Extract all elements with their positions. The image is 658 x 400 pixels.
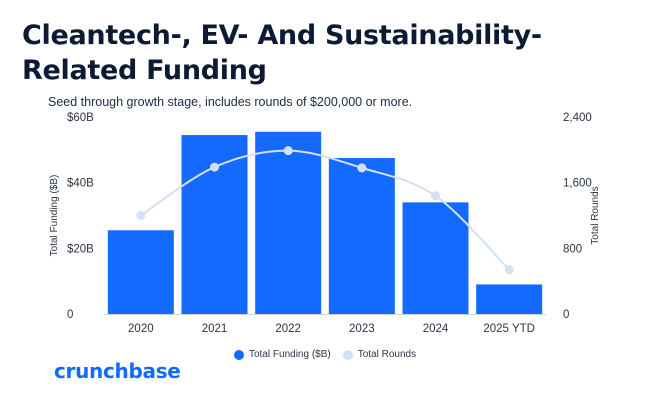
- legend-funding-label: Total Funding ($B): [249, 349, 331, 360]
- bar-2020: [107, 230, 174, 314]
- chart-subtitle: Seed through growth stage, includes roun…: [48, 95, 413, 109]
- y-tick-label: 0: [67, 309, 73, 321]
- y-tick-label: $40B: [67, 178, 94, 190]
- legend-rounds-label: Total Rounds: [357, 349, 417, 360]
- y2-tick-label: 0: [563, 309, 569, 321]
- bar-2022: [255, 131, 322, 314]
- x-tick-label: 2022: [275, 323, 301, 335]
- legend: Total Funding ($B) Total Rounds: [234, 349, 428, 360]
- y2-axis-label: Total Rounds: [590, 186, 601, 244]
- rounds-point-2021: [210, 162, 219, 172]
- x-tick-label: 2025 YTD: [483, 323, 535, 335]
- legend-item-funding[interactable]: Total Funding ($B): [234, 349, 331, 360]
- rounds-line: [140, 149, 510, 271]
- crunchbase-logo[interactable]: crunchbase: [54, 359, 181, 383]
- x-tick-label: 2023: [349, 323, 375, 335]
- y2-tick-label: 1,600: [563, 178, 592, 190]
- x-tick-label: 2024: [423, 323, 449, 335]
- legend-item-rounds[interactable]: Total Rounds: [342, 349, 417, 360]
- bar-2023: [328, 158, 395, 314]
- rounds-point-2022: [283, 146, 293, 156]
- y-tick-label: $60B: [67, 112, 94, 124]
- bar-2024: [402, 202, 469, 314]
- bar-2021: [181, 135, 248, 314]
- y-axis-label: Total Funding ($B): [49, 175, 60, 257]
- chart-title: Cleantech-, EV- And Sustainability-Relat…: [22, 20, 542, 86]
- y-tick-label: $20B: [67, 243, 94, 255]
- x-tick-label: 2020: [128, 323, 154, 335]
- rounds-point-2023: [357, 163, 367, 173]
- bar-2025-ytd: [476, 284, 543, 314]
- legend-funding-swatch: [234, 349, 244, 360]
- rounds-point-2025-ytd: [504, 265, 514, 275]
- y2-tick-label: 2,400: [563, 112, 592, 124]
- rounds-point-2020: [136, 211, 146, 220]
- legend-rounds-swatch: [342, 349, 353, 360]
- rounds-point-2024: [431, 191, 440, 201]
- x-tick-label: 2021: [202, 323, 228, 335]
- y2-tick-label: 800: [563, 243, 582, 255]
